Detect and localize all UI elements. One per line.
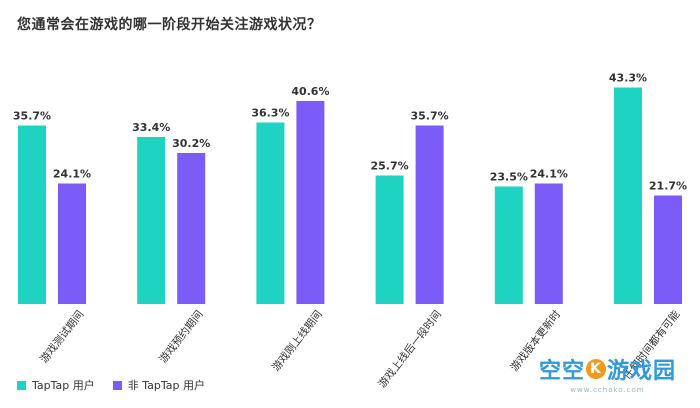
x-tick-label-3: 游戏上线后一段时间 [376,308,444,390]
data-label-taptap-1: 33.4% [132,121,170,134]
legend-swatch-taptap [17,380,26,390]
x-tick-label-0: 游戏测试期间 [37,308,86,366]
data-label-non-taptap-0: 24.1% [53,168,91,181]
x-tick-label-1: 游戏预约期间 [157,308,206,366]
data-label-taptap-4: 23.5% [490,171,528,184]
bar-non-taptap-0 [58,183,86,304]
data-label-taptap-0: 35.7% [13,110,51,123]
data-label-non-taptap-2: 40.6% [291,85,329,98]
bar-taptap-0 [18,125,46,304]
legend-swatch-non-taptap [112,380,122,390]
legend-label-non-taptap: 非 TapTap 用户 [127,379,205,392]
bar-taptap-3 [375,175,404,304]
data-label-non-taptap-5: 21.7% [649,180,687,193]
bar-non-taptap-2 [296,101,325,304]
bar-non-taptap-3 [415,125,444,304]
data-label-non-taptap-3: 35.7% [411,110,449,123]
data-label-taptap-5: 43.3% [609,72,647,85]
watermark-brand: 空空 K 游戏园 [538,359,676,384]
watermark-k-icon: K [585,359,606,379]
data-label-non-taptap-1: 30.2% [172,137,210,150]
chart-title: 您通常会在游戏的哪一阶段开始关注游戏状况？ [17,17,322,33]
legend-item-non-taptap: 非 TapTap 用户 [112,377,205,393]
bar-non-taptap-5 [654,195,682,304]
legend-item-taptap: TapTap 用户 [17,377,95,393]
watermark-url: www.cchoko.com [570,386,645,394]
bar-taptap-1 [137,137,166,304]
legend: TapTap 用户 非 TapTap 用户 [17,377,223,393]
bar-taptap-5 [614,87,642,304]
watermark-logo: 空空 K 游戏园 www.cchoko.com [539,353,676,394]
data-label-taptap-2: 36.3% [251,107,289,120]
x-tick-label-2: 游戏刚上线期间 [269,308,324,374]
bar-non-taptap-4 [534,183,563,304]
legend-label-taptap: TapTap 用户 [32,379,95,392]
bar-taptap-2 [256,122,285,304]
bar-non-taptap-1 [177,153,206,304]
data-label-taptap-3: 25.7% [371,160,409,173]
bar-taptap-4 [494,186,523,304]
data-label-non-taptap-4: 24.1% [530,168,568,181]
